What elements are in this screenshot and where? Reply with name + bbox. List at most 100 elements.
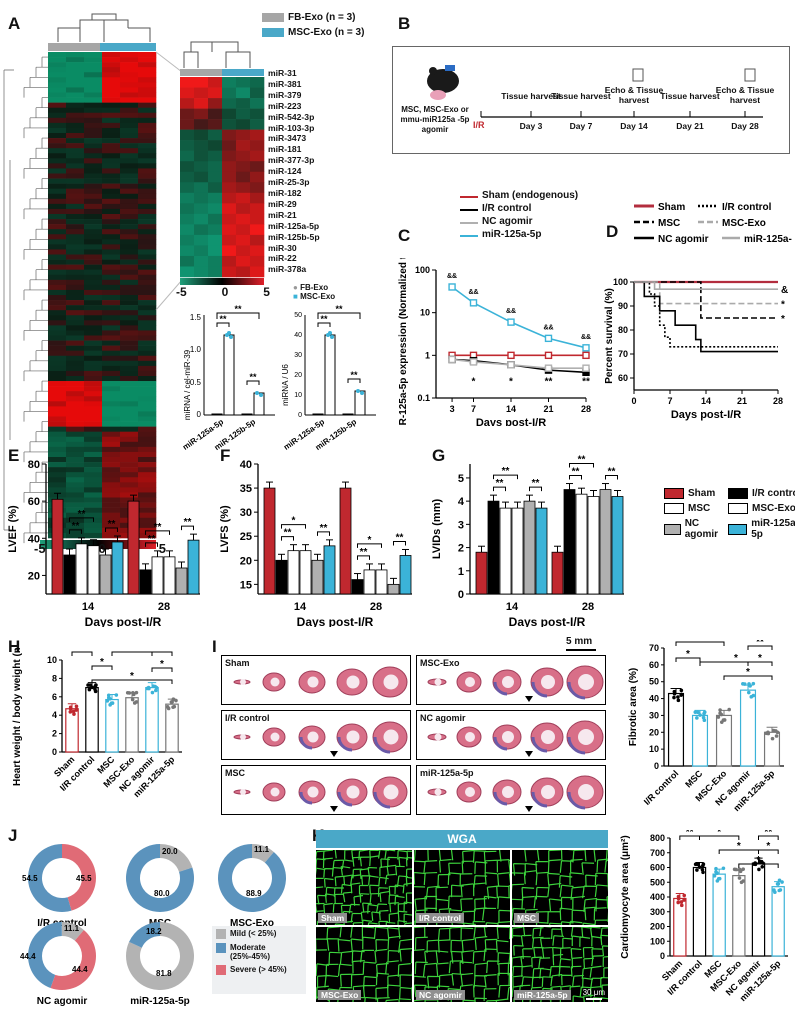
ytick: 2 <box>458 543 464 555</box>
legend-c-text: Sham (endogenous) <box>482 190 579 201</box>
legend-g-text: MSC <box>688 503 711 514</box>
ytick: 30 <box>649 710 659 720</box>
sig-mark: * <box>698 640 702 644</box>
panel-b-label: B <box>398 14 411 33</box>
legend-g-text: miR-125a-5p <box>751 518 795 540</box>
ytick: 3 <box>458 519 464 531</box>
d-xtick: 0 <box>631 396 636 406</box>
section-lumen <box>578 784 594 800</box>
d-end-annot: & <box>781 285 788 296</box>
donut-title: MSC-Exo <box>230 918 274 929</box>
sig-mark: ** <box>572 467 580 478</box>
panel-a-label: A <box>8 14 21 33</box>
panel-j-legend: Mild (< 25%) Moderate (25%-45%) Severe (> … <box>212 926 306 994</box>
bar <box>691 714 709 767</box>
panel-k-chart: 0 100 200 300 400 500 600 700 800 Cardiomyocyte a… <box>620 830 788 1003</box>
bar <box>175 567 188 595</box>
bar <box>587 496 600 595</box>
mirna-label: miR-377-3p <box>268 155 315 166</box>
bar <box>692 866 707 957</box>
panel-a-heatmap <box>3 13 265 549</box>
sig-mark: * <box>737 841 741 852</box>
legend-c-text: miR-125a-5p <box>482 229 542 240</box>
c-point <box>544 351 553 360</box>
bar <box>673 897 687 957</box>
fibrosis-mark <box>493 736 508 751</box>
legend-c-item: I/R control <box>460 203 578 214</box>
fibrosis-mark <box>531 736 548 753</box>
d-nc-line <box>634 281 778 353</box>
dot <box>672 695 676 700</box>
dot <box>737 867 742 872</box>
section-images <box>233 721 408 757</box>
donut-value: 20.0 <box>162 847 178 856</box>
panel-a-bars: miRNA / cel-miR-39 0 0.5 1.0 1.5 ** ** *… <box>181 305 376 452</box>
section-lumen <box>465 787 475 797</box>
timeline-day: Day 21 <box>676 121 704 131</box>
donut-slice <box>28 922 62 988</box>
sig-mark: * <box>130 671 134 682</box>
section-lumen <box>465 677 475 687</box>
legend-c-item: NC agomir <box>460 216 578 227</box>
sig-mark: ** <box>158 648 166 654</box>
dot <box>90 685 94 690</box>
c-point <box>582 344 590 352</box>
ytick: 35 <box>240 483 252 495</box>
fibrosis-mark <box>531 681 548 698</box>
sig-mark: ** <box>78 648 86 654</box>
dot <box>712 874 717 878</box>
wga-tile: NC agomir <box>414 927 510 1002</box>
xtick: MSC <box>683 768 705 790</box>
d-end-annot: * <box>781 314 785 325</box>
panel-a-legend: FB-Exo (n = 3) MSC-Exo (n = 3) <box>262 12 364 38</box>
section-lumen <box>434 788 442 796</box>
arrowhead-icon <box>525 806 533 812</box>
mouse-caption: MSC, MSC-Exo or mmu-miR125a -5p agomir <box>400 105 470 134</box>
d-ytick: 100 <box>613 277 628 287</box>
legend-g-text: MSC-Exo <box>752 503 795 514</box>
panel-h-label: H <box>8 637 21 656</box>
bar <box>165 703 179 753</box>
mirna-label: miR-103-3p <box>268 122 315 133</box>
legend-g-text: I/R control <box>752 488 795 499</box>
legend-d-mir: miR-125a-5p <box>744 234 792 245</box>
legend-c-text: I/R control <box>482 203 532 214</box>
wga-tile: miR-125a-5p 30 μm <box>512 927 608 1002</box>
dot <box>679 692 684 697</box>
section-lumen <box>383 729 399 745</box>
panel-j-label: J <box>8 826 18 845</box>
section-lumen <box>270 677 280 687</box>
mirna-label: miR-31 <box>268 68 297 78</box>
donut-slice <box>62 844 97 911</box>
bar <box>575 493 588 595</box>
donut-slice <box>252 844 274 863</box>
section-lumen <box>346 675 360 689</box>
dot <box>114 693 119 697</box>
legend-c-swatch <box>460 188 478 198</box>
donut-value: 81.8 <box>156 969 172 978</box>
panel-c-legend: Sham (endogenous) I/R control NC agomir miR… <box>460 190 578 242</box>
bar <box>323 545 336 595</box>
bar <box>523 500 536 595</box>
sig-mark: ** <box>78 509 86 520</box>
panel-i-label: I <box>212 637 217 656</box>
sig-mark: * <box>292 516 296 527</box>
dot <box>682 897 687 902</box>
dot <box>742 682 747 686</box>
legend-g-item: MSC-Exo <box>728 503 795 514</box>
bar <box>712 873 726 957</box>
ytick: 60 <box>28 496 40 508</box>
dot <box>695 868 699 872</box>
dot <box>106 696 111 700</box>
ytick: 4 <box>52 710 57 720</box>
legend-g-item: NC agomir <box>664 518 726 540</box>
bar <box>399 555 412 595</box>
bar1-ytick-0: 0 <box>197 410 202 419</box>
timeline-day: Day 28 <box>731 121 759 131</box>
legend-j-swatch <box>216 929 226 939</box>
sig-mark: * <box>368 535 372 546</box>
legend-c-text: NC agomir <box>482 216 533 227</box>
section-lumen <box>307 676 319 688</box>
d-xtick: 14 <box>701 396 711 406</box>
